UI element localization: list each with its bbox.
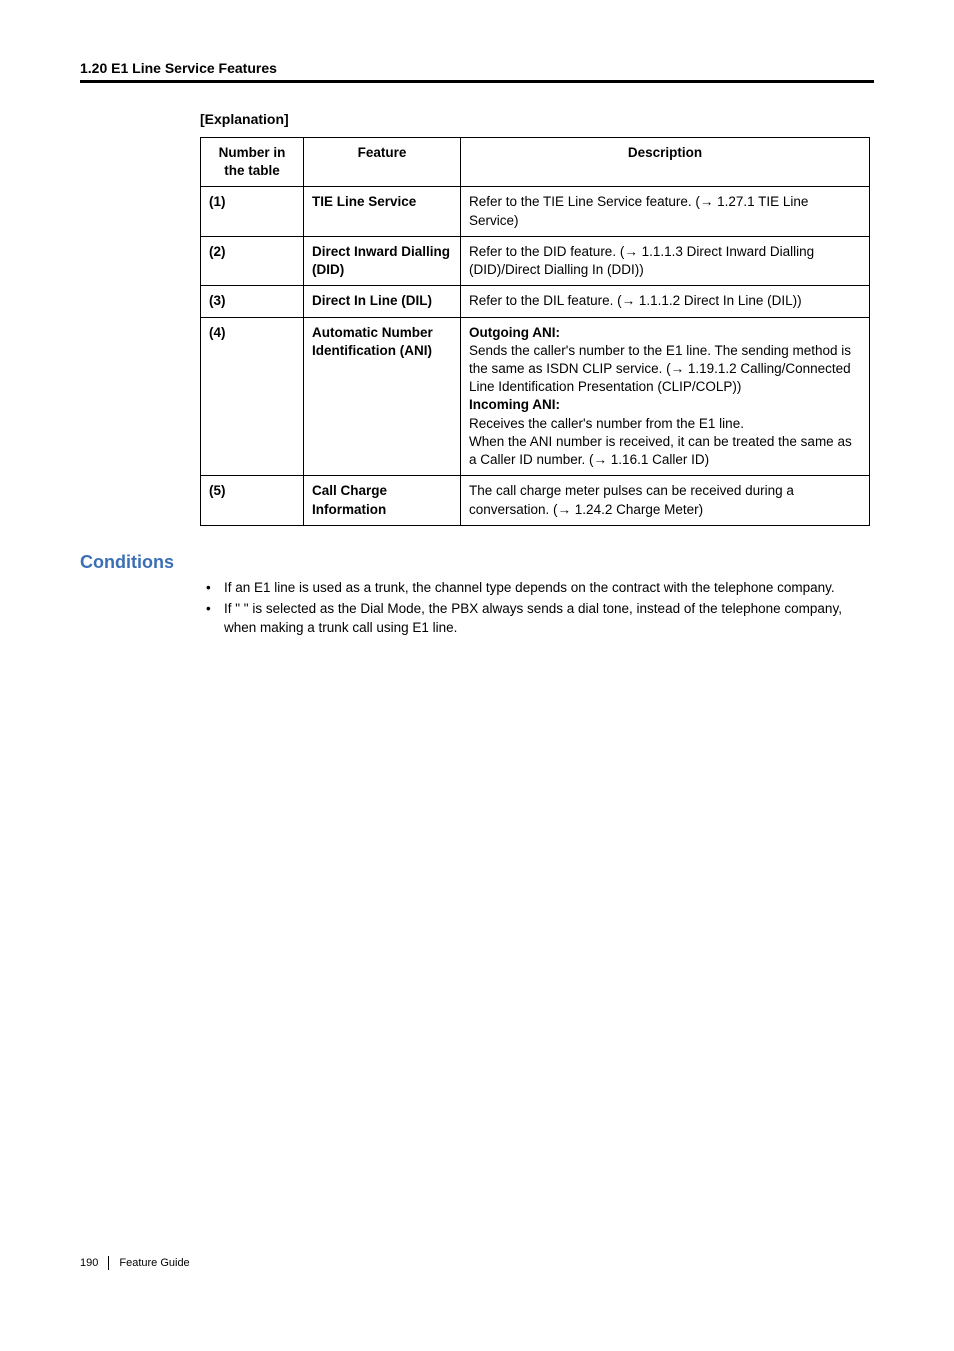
table-row: (2) Direct Inward Dialling (DID) Refer t… xyxy=(201,236,870,285)
desc-text: Refer to the DID feature. ( xyxy=(469,244,624,259)
table-row: (5) Call Charge Information The call cha… xyxy=(201,476,870,525)
table-header-row: Number in the table Feature Description xyxy=(201,138,870,187)
outgoing-ani-text-end: ) xyxy=(737,379,742,394)
list-item: If an E1 line is used as a trunk, the ch… xyxy=(200,579,874,598)
desc-text-end: ) xyxy=(797,293,802,308)
cell-desc: Refer to the TIE Line Service feature. (… xyxy=(461,187,870,236)
desc-text-end: ) xyxy=(639,262,644,277)
feature-table: Number in the table Feature Description … xyxy=(200,137,870,526)
desc-text-end: ) xyxy=(514,213,519,228)
desc-text: Refer to the DIL feature. ( xyxy=(469,293,622,308)
desc-link: 1.24.2 Charge Meter xyxy=(571,502,699,517)
cell-feature: Direct In Line (DIL) xyxy=(304,286,461,317)
incoming-ani-text3: ) xyxy=(705,452,710,467)
footer-label: Feature Guide xyxy=(119,1257,189,1269)
conditions-heading: Conditions xyxy=(80,552,874,573)
cell-num: (4) xyxy=(201,317,304,476)
cell-feature: Automatic Number Identification (ANI) xyxy=(304,317,461,476)
table-row: (3) Direct In Line (DIL) Refer to the DI… xyxy=(201,286,870,317)
desc-text: Refer to the TIE Line Service feature. ( xyxy=(469,194,700,209)
cell-desc: The call charge meter pulses can be rece… xyxy=(461,476,870,525)
incoming-ani-text1: Receives the caller's number from the E1… xyxy=(469,416,744,431)
arrow-icon: → xyxy=(558,502,572,517)
cell-feature: TIE Line Service xyxy=(304,187,461,236)
section-header: 1.20 E1 Line Service Features xyxy=(80,60,874,76)
outgoing-ani-label: Outgoing ANI: xyxy=(469,325,560,340)
header-rule xyxy=(80,80,874,83)
page-number: 190 xyxy=(80,1257,98,1269)
arrow-icon: → xyxy=(700,194,714,209)
arrow-icon: → xyxy=(671,361,685,376)
explanation-label: [Explanation] xyxy=(200,111,874,127)
incoming-ani-label: Incoming ANI: xyxy=(469,397,560,412)
arrow-icon: → xyxy=(594,452,608,467)
col-header-number: Number in the table xyxy=(201,138,304,187)
cell-num: (1) xyxy=(201,187,304,236)
col-header-description: Description xyxy=(461,138,870,187)
cell-desc: Outgoing ANI: Sends the caller's number … xyxy=(461,317,870,476)
table-row: (4) Automatic Number Identification (ANI… xyxy=(201,317,870,476)
cell-num: (3) xyxy=(201,286,304,317)
arrow-icon: → xyxy=(622,293,636,308)
cell-num: (5) xyxy=(201,476,304,525)
cell-num: (2) xyxy=(201,236,304,285)
cell-desc: Refer to the DID feature. (→ 1.1.1.3 Dir… xyxy=(461,236,870,285)
col-header-feature: Feature xyxy=(304,138,461,187)
cell-desc: Refer to the DIL feature. (→ 1.1.1.2 Dir… xyxy=(461,286,870,317)
desc-text-end: ) xyxy=(699,502,704,517)
table-row: (1) TIE Line Service Refer to the TIE Li… xyxy=(201,187,870,236)
cell-feature: Direct Inward Dialling (DID) xyxy=(304,236,461,285)
desc-link: 1.1.1.2 Direct In Line (DIL) xyxy=(635,293,797,308)
cell-feature: Call Charge Information xyxy=(304,476,461,525)
page-footer: 190 Feature Guide xyxy=(80,1256,190,1270)
conditions-list: If an E1 line is used as a trunk, the ch… xyxy=(200,579,874,638)
footer-divider xyxy=(108,1256,109,1270)
list-item: If " " is selected as the Dial Mode, the… xyxy=(200,600,874,638)
arrow-icon: → xyxy=(624,244,638,259)
incoming-ani-link: 1.16.1 Caller ID xyxy=(607,452,705,467)
